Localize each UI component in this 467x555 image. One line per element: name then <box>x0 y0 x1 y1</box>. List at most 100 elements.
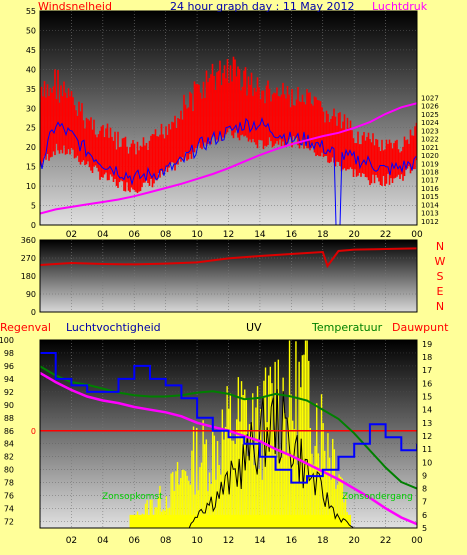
direction-y-tick-label: 0 <box>31 308 36 317</box>
pressure-axis-title: Luchtdruk <box>372 0 428 13</box>
temperature-line <box>40 365 417 490</box>
wind-y-tick-label: 20 <box>26 143 36 152</box>
wind-y-tick-label: 0 <box>31 221 36 230</box>
x-tick-label-top: 10 <box>191 230 203 240</box>
direction-y-tick-label: 270 <box>21 254 36 263</box>
wind-average-line <box>40 116 417 225</box>
temperature-y-tick-label: 11 <box>422 445 432 454</box>
solar-line <box>188 389 354 528</box>
wind-y-tick-label: 35 <box>26 85 36 94</box>
humidity-line <box>40 352 417 484</box>
compass-label: N <box>436 300 444 313</box>
humidity-y-tick-label: 90 <box>4 401 14 410</box>
x-tick-label-bottom: 12 <box>223 536 234 546</box>
pressure-y-tick-label: 1023 <box>421 127 439 135</box>
x-tick-label-top: 16 <box>286 230 298 240</box>
pressure-y-tick-label: 1014 <box>421 201 439 209</box>
wind-y-tick-label: 5 <box>31 202 36 211</box>
humidity-y-tick-label: 94 <box>4 375 14 384</box>
compass-label: W <box>435 255 446 268</box>
x-tick-label-top: 22 <box>380 230 391 240</box>
humidity-y-tick-label: 86 <box>4 427 14 436</box>
uv-label: UV <box>246 321 262 334</box>
humidity-y-tick-label: 92 <box>4 388 14 397</box>
temperature-y-tick-label: 19 <box>422 340 432 349</box>
wind-y-tick-label: 25 <box>26 124 36 133</box>
pressure-y-tick-label: 1026 <box>421 103 439 111</box>
temperature-y-tick-label: 7 <box>422 498 427 507</box>
humidity-label: Luchtvochtigheid <box>66 321 161 334</box>
wind-y-tick-label: 15 <box>26 163 36 172</box>
humidity-y-tick-label: 72 <box>4 518 14 527</box>
rain-label: Regenval <box>0 321 51 334</box>
humidity-y-tick-label: 74 <box>4 505 14 514</box>
pressure-y-tick-label: 1017 <box>421 177 439 185</box>
graph-title: 24 hour graph day : 11 May 2012 <box>170 0 355 13</box>
temperature-y-tick-label: 16 <box>422 379 432 388</box>
temperature-y-tick-label: 12 <box>422 432 432 441</box>
sunset-annotation: Zonsondergang <box>342 492 413 502</box>
pressure-line <box>40 102 417 215</box>
temperature-y-tick-label: 5 <box>422 524 427 533</box>
pressure-y-tick-label: 1018 <box>421 169 439 177</box>
pressure-y-tick-label: 1019 <box>421 160 439 168</box>
wind-y-tick-label: 30 <box>26 104 36 113</box>
compass-label: S <box>437 270 444 283</box>
pressure-y-tick-label: 1024 <box>421 119 439 127</box>
wind-direction-line <box>40 247 417 269</box>
x-tick-label-bottom: 00 <box>411 536 423 546</box>
panel-border <box>39 339 418 529</box>
temperature-y-tick-label: 6 <box>422 511 427 520</box>
temperature-y-tick-label: 18 <box>422 353 432 362</box>
x-tick-label-bottom: 14 <box>254 536 266 546</box>
x-tick-label-bottom: 06 <box>129 536 141 546</box>
humidity-y-tick-label: 76 <box>4 492 14 501</box>
temperature-y-tick-label: 8 <box>422 485 427 494</box>
dewpoint-label: Dauwpunt <box>392 321 449 334</box>
x-tick-label-top: 00 <box>411 230 423 240</box>
direction-y-tick-label: 180 <box>21 272 36 281</box>
axis-labels: 0202040406060808101012121414161618182020… <box>0 7 446 546</box>
temperature-label: Temperatuur <box>311 321 383 334</box>
pressure-y-tick-label: 1021 <box>421 144 439 152</box>
pressure-y-tick-label: 1016 <box>421 185 439 193</box>
sunrise-annotation: Zonsopkomst <box>102 492 163 502</box>
humidity-y-tick-label: 82 <box>4 453 14 462</box>
climate-series <box>40 340 417 528</box>
humidity-y-tick-label: 96 <box>4 362 14 371</box>
x-tick-label-bottom: 04 <box>97 536 109 546</box>
temperature-y-tick-label: 13 <box>422 419 432 428</box>
humidity-y-tick-label: 98 <box>4 349 14 358</box>
pressure-y-tick-label: 1020 <box>421 152 439 160</box>
humidity-y-tick-label: 78 <box>4 479 14 488</box>
humidity-y-tick-label: 100 <box>0 336 14 345</box>
pressure-y-tick-label: 1025 <box>421 111 439 119</box>
panel-border <box>39 10 418 226</box>
temperature-y-tick-label: 17 <box>422 366 432 375</box>
x-tick-label-bottom: 16 <box>286 536 298 546</box>
direction-y-tick-label: 360 <box>21 236 36 245</box>
direction-series <box>40 247 417 269</box>
pressure-y-tick-label: 1012 <box>421 218 439 226</box>
pressure-y-tick-label: 1022 <box>421 136 439 144</box>
x-tick-label-top: 06 <box>129 230 141 240</box>
x-tick-label-bottom: 18 <box>317 536 329 546</box>
temperature-y-tick-label: 14 <box>422 406 432 415</box>
x-tick-label-bottom: 02 <box>66 536 77 546</box>
x-tick-label-top: 12 <box>223 230 234 240</box>
x-tick-label-top: 04 <box>97 230 109 240</box>
x-tick-label-bottom: 08 <box>160 536 172 546</box>
rain-y-tick-label: 0 <box>31 427 36 436</box>
x-tick-label-top: 18 <box>317 230 329 240</box>
x-tick-label-bottom: 22 <box>380 536 391 546</box>
compass-label: N <box>436 240 444 253</box>
wind-y-tick-label: 45 <box>26 46 36 55</box>
temperature-y-tick-label: 10 <box>422 458 432 467</box>
x-tick-label-bottom: 10 <box>191 536 203 546</box>
pressure-y-tick-label: 1015 <box>421 193 439 201</box>
temperature-y-tick-label: 9 <box>422 471 427 480</box>
x-tick-label-top: 02 <box>66 230 77 240</box>
wind-y-tick-label: 40 <box>26 65 36 74</box>
